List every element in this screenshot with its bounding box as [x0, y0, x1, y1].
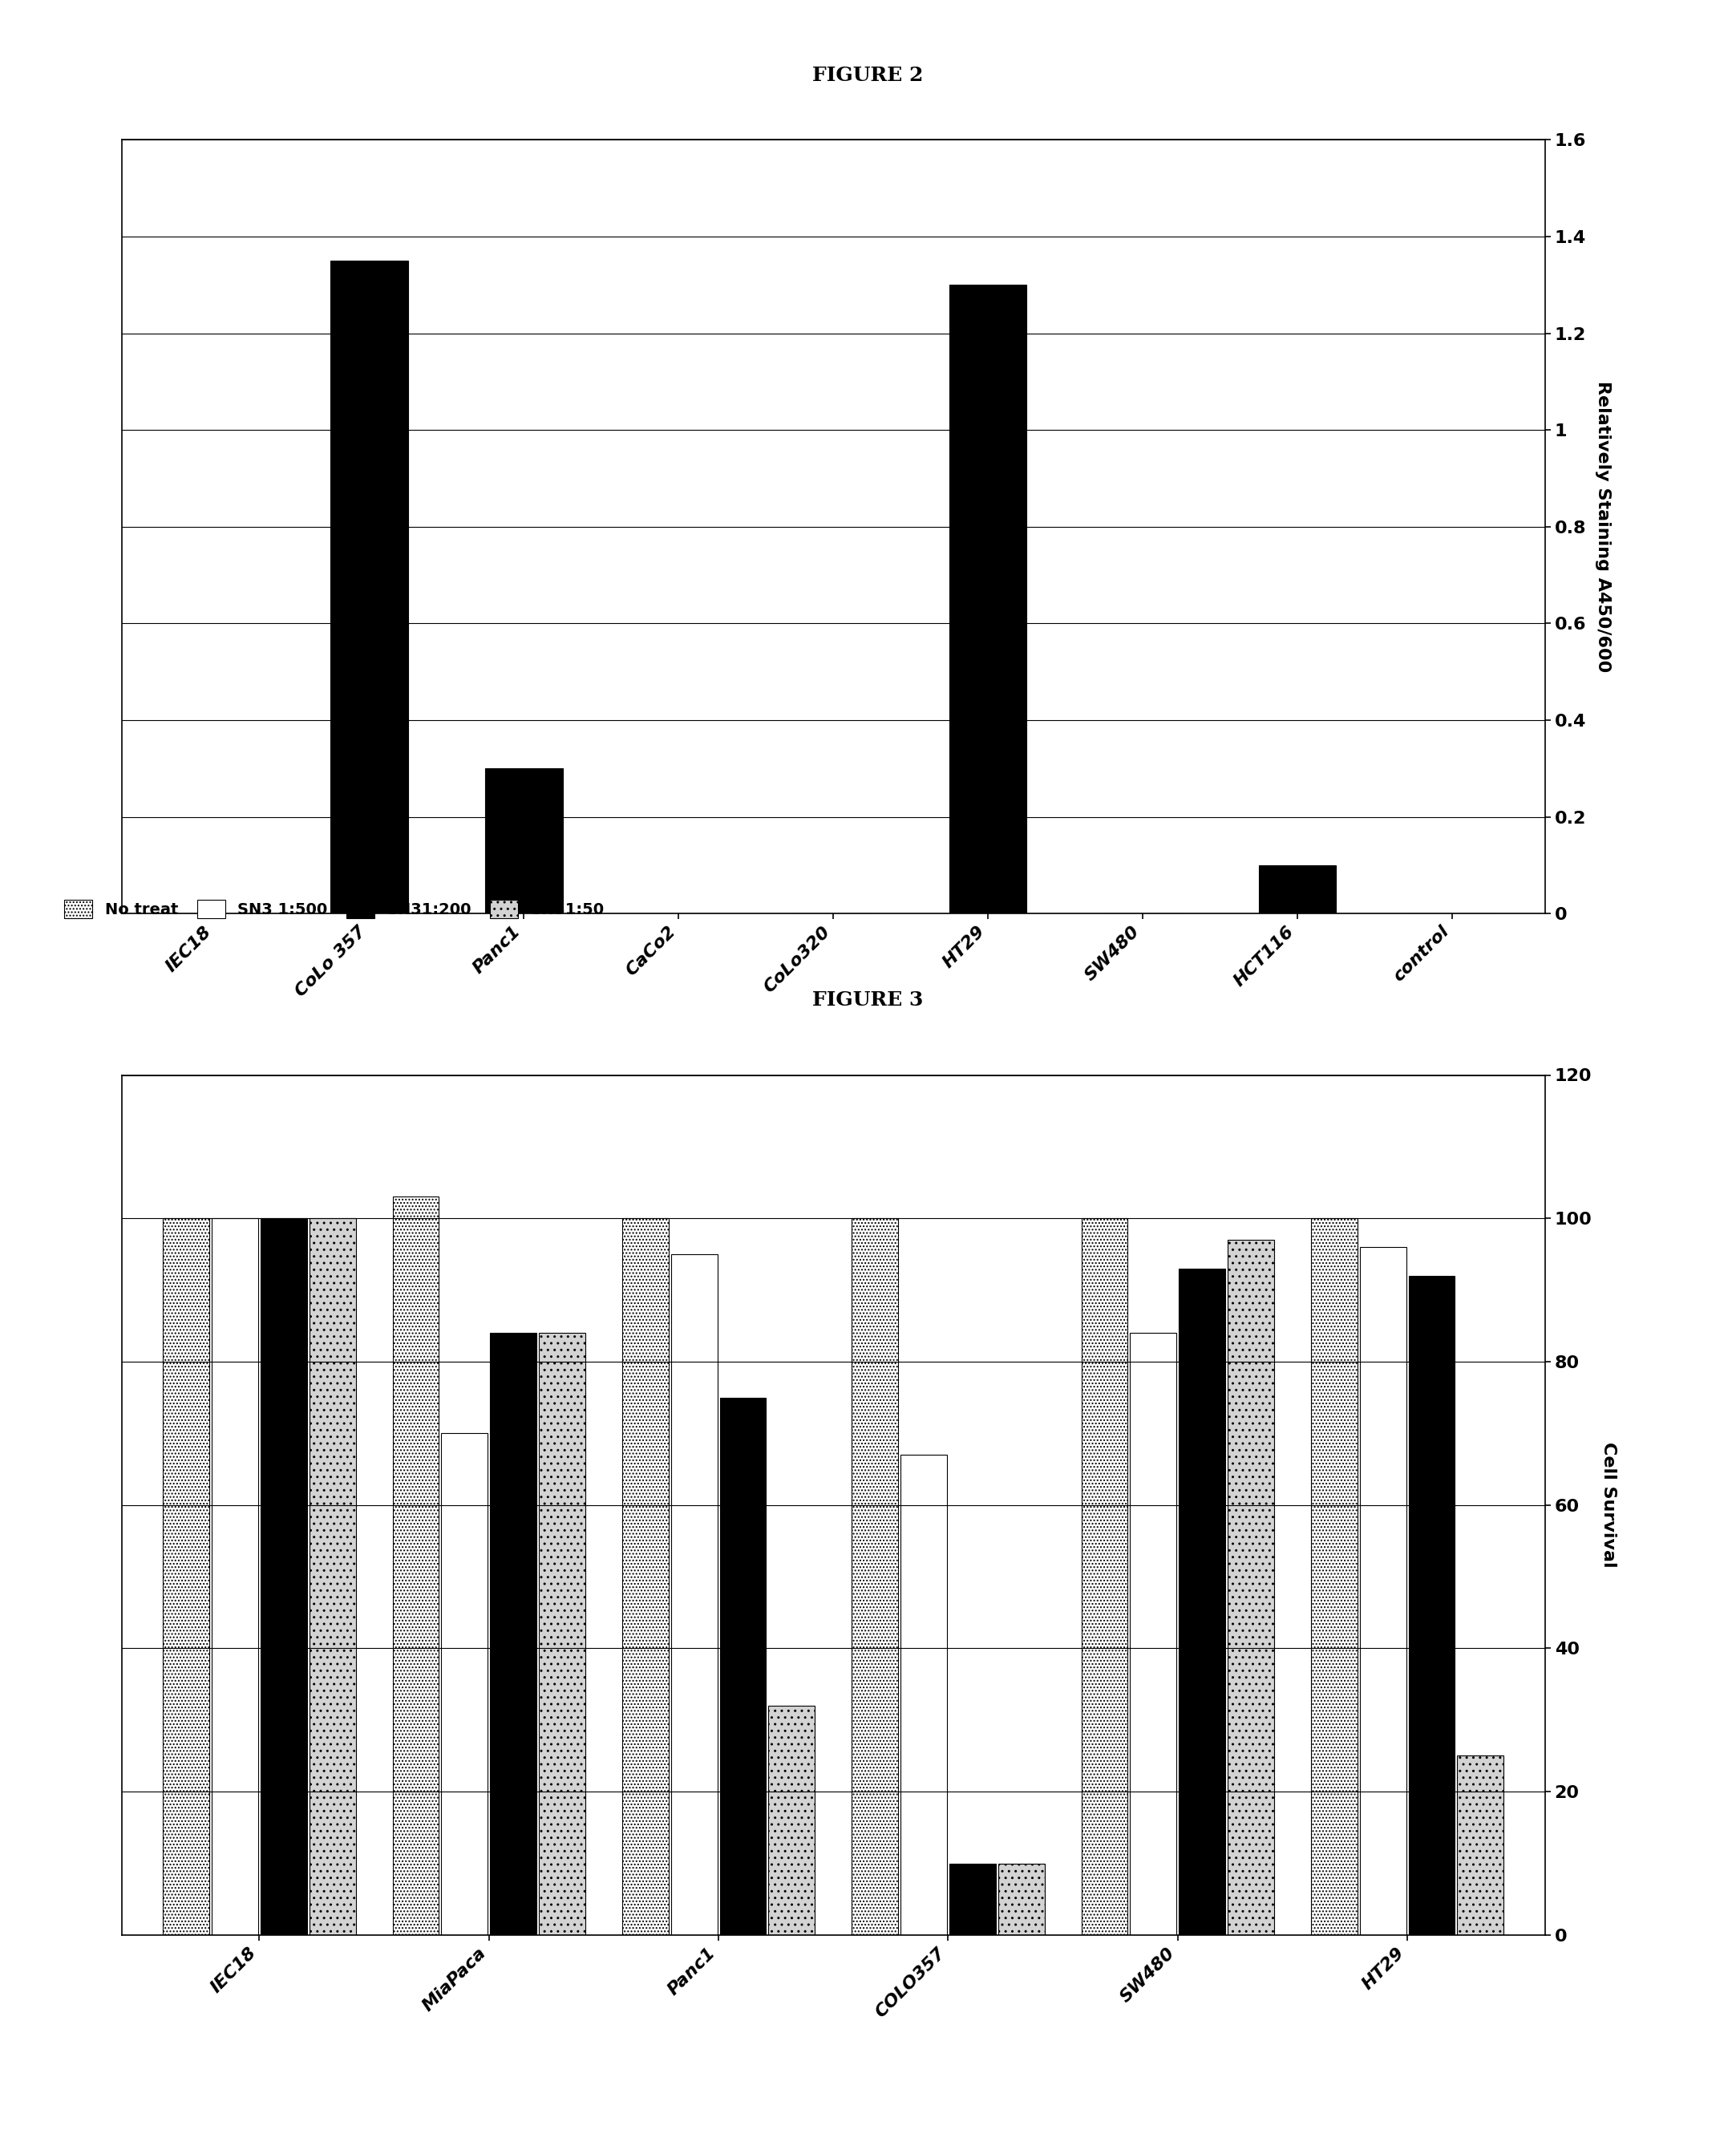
Bar [998, 1864, 1045, 1935]
Bar [1082, 1219, 1128, 1935]
Bar [720, 1398, 766, 1935]
Bar [670, 1253, 717, 1935]
Bar [538, 1333, 585, 1935]
Bar [392, 1198, 439, 1935]
Bar [1359, 1247, 1406, 1935]
Text: FIGURE 2: FIGURE 2 [812, 67, 924, 84]
Bar [901, 1456, 946, 1935]
Bar [330, 260, 408, 914]
Bar [163, 1219, 210, 1935]
Bar [484, 770, 562, 914]
Y-axis label: Cell Survival: Cell Survival [1601, 1443, 1616, 1567]
Bar [621, 1219, 668, 1935]
Y-axis label: Relatively Staining A450/600: Relatively Staining A450/600 [1595, 381, 1611, 673]
Bar [950, 284, 1026, 914]
Bar [1259, 866, 1337, 914]
Bar [1130, 1333, 1177, 1935]
Bar [441, 1434, 488, 1935]
Bar [1457, 1757, 1503, 1935]
Bar [769, 1705, 814, 1935]
Legend: No treat, SN3 1:500, SN31:200, SN31:50: No treat, SN3 1:500, SN31:200, SN31:50 [57, 894, 611, 925]
Bar [1227, 1241, 1274, 1935]
Bar [1311, 1219, 1358, 1935]
Bar [1408, 1275, 1455, 1935]
Bar [309, 1219, 356, 1935]
Text: FIGURE 3: FIGURE 3 [812, 991, 924, 1008]
Bar [260, 1219, 307, 1935]
Bar [212, 1219, 259, 1935]
Bar [490, 1333, 536, 1935]
Bar [950, 1864, 996, 1935]
Bar [1179, 1268, 1226, 1935]
Bar [852, 1219, 898, 1935]
